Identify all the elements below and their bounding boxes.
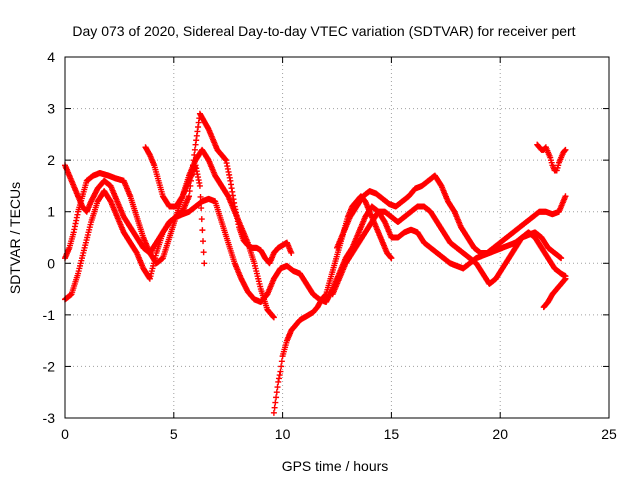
x-tick-label: 10 bbox=[275, 426, 291, 442]
y-tick-label: -1 bbox=[43, 307, 56, 323]
x-tick-label: 5 bbox=[170, 426, 178, 442]
x-tick-label: 0 bbox=[61, 426, 69, 442]
data-point bbox=[197, 193, 204, 200]
plot-points bbox=[62, 110, 569, 416]
x-axis-label: GPS time / hours bbox=[282, 458, 389, 474]
y-tick-label: 0 bbox=[47, 255, 55, 271]
data-point bbox=[275, 375, 282, 382]
y-tick-label: 3 bbox=[47, 101, 55, 117]
data-point bbox=[277, 368, 284, 375]
chart-title: Day 073 of 2020, Sidereal Day-to-day VTE… bbox=[72, 23, 575, 39]
series-track-b bbox=[62, 110, 295, 267]
y-tick-label: 2 bbox=[47, 152, 55, 168]
data-point bbox=[270, 314, 277, 321]
y-axis-label: SDTVAR / TECUs bbox=[7, 182, 23, 294]
data-point bbox=[278, 358, 285, 365]
series-track-i bbox=[540, 275, 569, 311]
data-point bbox=[270, 409, 277, 416]
data-point bbox=[288, 249, 295, 256]
data-point bbox=[278, 363, 285, 370]
y-tick-label: 4 bbox=[47, 49, 55, 65]
data-point bbox=[196, 182, 203, 189]
data-point bbox=[273, 394, 280, 401]
series-track-e bbox=[334, 172, 569, 256]
data-point bbox=[198, 216, 205, 223]
series-track-g bbox=[142, 144, 208, 267]
series-track-h bbox=[534, 141, 569, 174]
data-point bbox=[198, 205, 205, 212]
data-point bbox=[200, 238, 207, 245]
series-track-f bbox=[329, 203, 569, 298]
data-point bbox=[271, 404, 278, 411]
axis-ticks bbox=[64, 56, 610, 419]
y-tick-label: -2 bbox=[43, 358, 56, 374]
data-point bbox=[276, 372, 283, 379]
data-point bbox=[201, 260, 208, 267]
x-tick-label: 20 bbox=[492, 426, 508, 442]
data-point bbox=[274, 384, 281, 391]
data-point bbox=[200, 249, 207, 256]
data-point bbox=[190, 157, 197, 164]
data-point bbox=[562, 146, 569, 153]
data-point bbox=[562, 193, 569, 200]
plot-frame bbox=[64, 56, 610, 419]
data-point bbox=[273, 389, 280, 396]
x-tick-label: 25 bbox=[601, 426, 617, 442]
data-point bbox=[186, 188, 193, 195]
data-point bbox=[191, 151, 198, 158]
data-point bbox=[275, 378, 282, 385]
series-track-c bbox=[62, 188, 565, 305]
data-point bbox=[191, 146, 198, 153]
data-point bbox=[199, 227, 206, 234]
x-tick-label: 15 bbox=[384, 426, 400, 442]
y-tick-label: 1 bbox=[47, 204, 55, 220]
data-point bbox=[558, 255, 565, 262]
data-point bbox=[562, 275, 569, 282]
data-point bbox=[272, 399, 279, 406]
data-point bbox=[561, 147, 568, 154]
data-point bbox=[388, 255, 395, 262]
data-point bbox=[186, 193, 193, 200]
y-tick-label: -3 bbox=[43, 410, 56, 426]
